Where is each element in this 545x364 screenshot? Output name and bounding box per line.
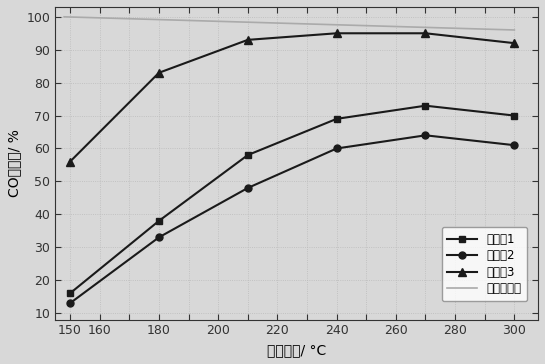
实施例3 xyxy=(245,38,251,42)
Line: 实施例3: 实施例3 xyxy=(66,29,518,166)
实施例2 xyxy=(67,301,74,305)
实施例1 xyxy=(156,219,162,223)
实施例3 xyxy=(334,31,340,35)
Legend: 实施例1, 实施例2, 实施例3, 平衡转化率: 实施例1, 实施例2, 实施例3, 平衡转化率 xyxy=(441,227,528,301)
实施例1 xyxy=(334,117,340,121)
实施例3 xyxy=(511,41,518,46)
实施例1 xyxy=(67,291,74,296)
X-axis label: 反应温度/ °C: 反应温度/ °C xyxy=(267,343,326,357)
Line: 实施例1: 实施例1 xyxy=(66,102,518,297)
实施例2 xyxy=(245,186,251,190)
实施例2 xyxy=(156,235,162,240)
实施例3 xyxy=(156,71,162,75)
Line: 实施例2: 实施例2 xyxy=(66,132,518,306)
实施例3 xyxy=(67,159,74,164)
实施例1 xyxy=(422,103,429,108)
实施例2 xyxy=(422,133,429,138)
实施例1 xyxy=(511,113,518,118)
实施例2 xyxy=(334,146,340,151)
实施例3 xyxy=(422,31,429,35)
实施例1 xyxy=(245,153,251,157)
Y-axis label: CO转化率/ %: CO转化率/ % xyxy=(7,129,21,197)
实施例2 xyxy=(511,143,518,147)
